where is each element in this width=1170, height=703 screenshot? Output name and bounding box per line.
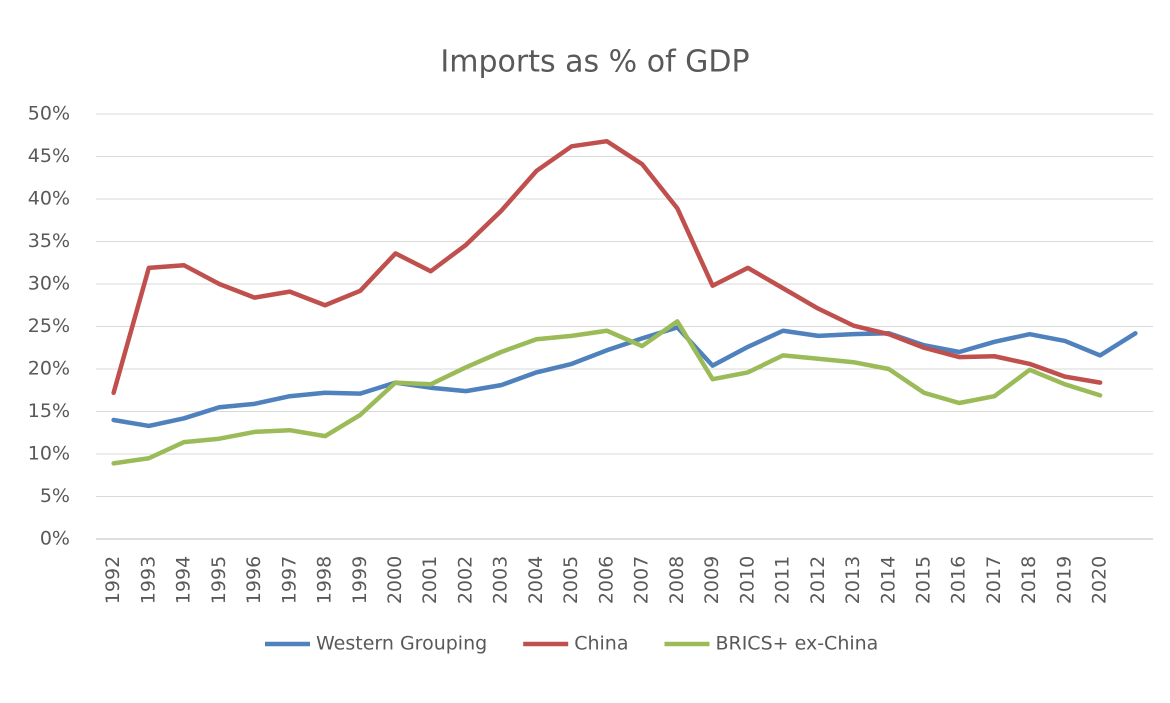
x-tick-label: 2018 [1018, 556, 1040, 604]
y-tick-label: 50% [28, 103, 70, 125]
x-tick-label: 2014 [877, 556, 899, 604]
y-tick-label: 25% [28, 315, 70, 337]
x-tick-label: 2000 [384, 556, 406, 604]
x-tick-label: 2001 [419, 556, 441, 604]
x-tick-label: 1993 [137, 556, 159, 604]
y-tick-label: 5% [40, 485, 70, 507]
x-tick-label: 2011 [772, 556, 794, 604]
legend-label: Western Grouping [316, 633, 487, 655]
y-tick-label: 10% [28, 443, 70, 465]
y-tick-label: 30% [28, 273, 70, 295]
x-tick-label: 2016 [948, 556, 970, 604]
y-tick-label: 35% [28, 230, 70, 252]
x-tick-label: 2003 [490, 556, 512, 604]
y-tick-label: 40% [28, 188, 70, 210]
x-tick-label: 2015 [912, 556, 934, 604]
x-tick-label: 2009 [701, 556, 723, 604]
legend-label: China [574, 633, 628, 655]
x-tick-label: 2007 [631, 556, 653, 604]
x-tick-label: 2017 [983, 556, 1005, 604]
y-tick-label: 0% [40, 528, 70, 550]
x-tick-label: 1999 [349, 556, 371, 604]
y-tick-label: 15% [28, 400, 70, 422]
legend-label: BRICS+ ex-China [715, 633, 878, 655]
y-tick-label: 20% [28, 358, 70, 380]
series-line [111, 319, 1103, 466]
x-tick-label: 2013 [842, 556, 864, 604]
x-tick-label: 1992 [102, 556, 124, 604]
x-tick-label: 2002 [454, 556, 476, 604]
y-tick-label: 45% [28, 145, 70, 167]
x-tick-label: 1995 [208, 556, 230, 604]
x-tick-label: 1997 [278, 556, 300, 604]
chart-title: Imports as % of GDP [440, 45, 749, 80]
series-line [111, 325, 1138, 429]
x-tick-label: 2019 [1053, 556, 1075, 604]
x-tick-label: 2012 [807, 556, 829, 604]
x-tick-label: 2004 [525, 556, 547, 604]
x-tick-label: 1996 [243, 556, 265, 604]
x-tick-label: 2010 [736, 556, 758, 604]
x-tick-label: 2008 [666, 556, 688, 604]
x-tick-label: 2006 [595, 556, 617, 604]
x-tick-label: 2020 [1089, 556, 1111, 604]
x-tick-label: 1998 [314, 556, 336, 604]
x-tick-label: 2005 [560, 556, 582, 604]
x-tick-label: 1994 [173, 556, 195, 604]
series-line [111, 138, 1103, 396]
